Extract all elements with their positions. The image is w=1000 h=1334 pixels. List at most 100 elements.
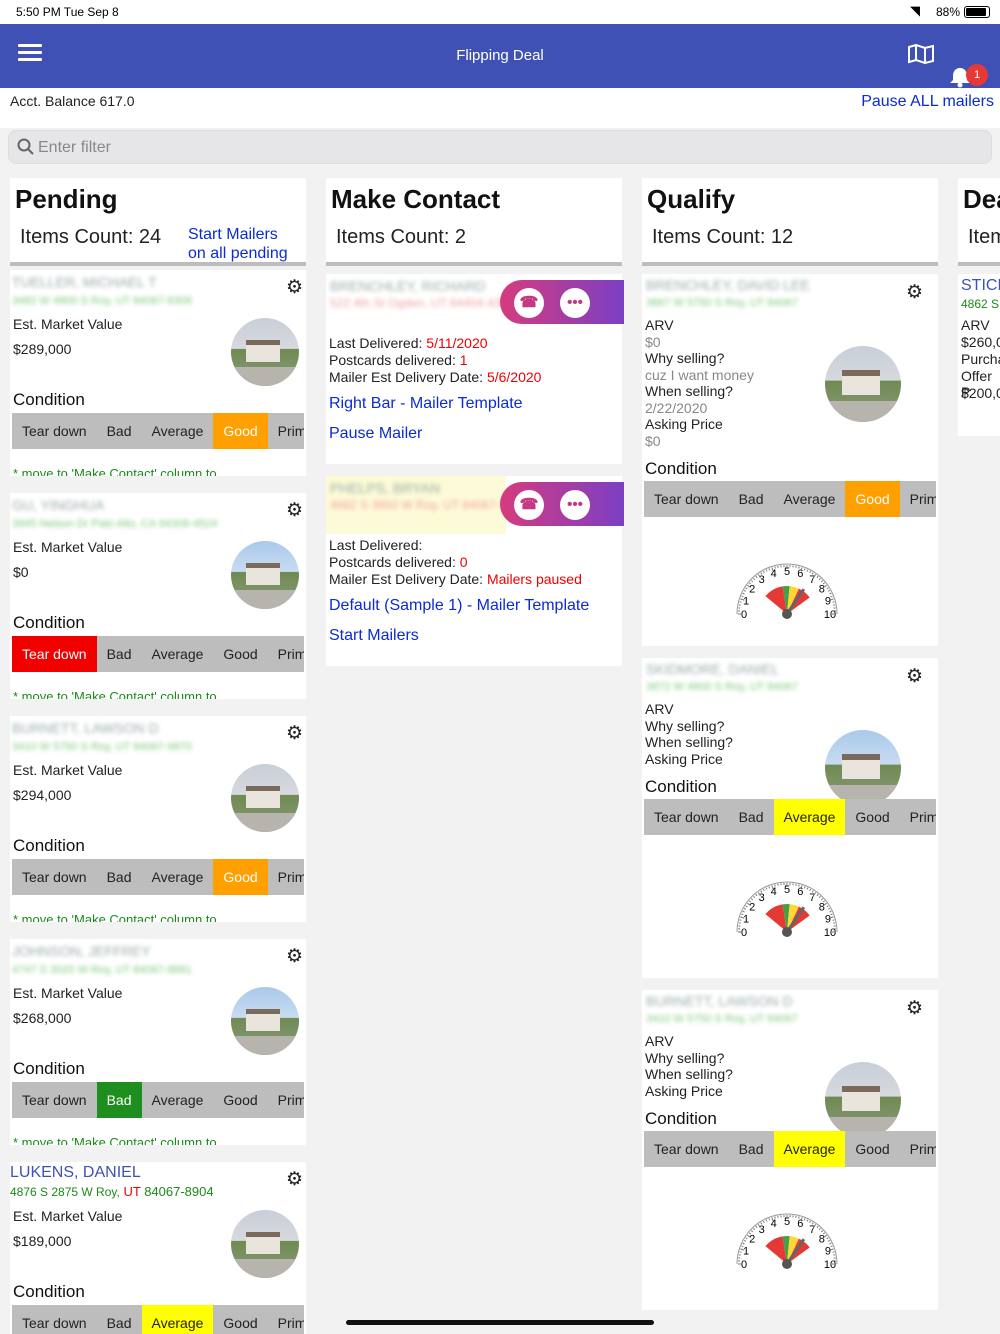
last-delivered-label: Last Delivered: <box>329 335 423 351</box>
start-mailers-link[interactable]: Start Mailers <box>329 627 419 644</box>
gauge-tick-mark <box>829 1242 832 1245</box>
mailer-template-link[interactable]: Right Bar - Mailer Template <box>329 395 523 412</box>
move-instruction-note: * move to 'Make Contact' column to <box>13 1135 217 1145</box>
start-mailers-all-link[interactable]: Start Mailers on all pending <box>188 225 288 263</box>
condition-option-good[interactable]: Good <box>845 481 900 517</box>
owner-name[interactable]: LUKENS, DANIEL <box>10 1164 141 1181</box>
condition-option-good[interactable]: Good <box>855 1141 890 1157</box>
asking-price-label: Asking Price <box>645 416 723 432</box>
gear-icon[interactable]: ⚙ <box>286 946 304 967</box>
when-selling-value: 2/22/2020 <box>645 399 708 416</box>
pending-card[interactable]: JOHNSON, JEFFREY 4747 S 3025 W Roy, UT 84… <box>10 939 306 1145</box>
condition-option-prim[interactable]: Prim <box>277 423 304 439</box>
condition-option-average[interactable]: Average <box>151 869 204 885</box>
condition-option-average[interactable]: Average <box>151 423 204 439</box>
gear-icon[interactable]: ⚙ <box>286 500 304 521</box>
condition-option-average[interactable]: Average <box>141 1305 214 1334</box>
condition-option-bad[interactable]: Bad <box>96 1082 142 1118</box>
gear-icon[interactable]: ⚙ <box>906 998 924 1019</box>
items-count: Items Count: 2 <box>336 226 467 248</box>
gauge-tick-label: 9 <box>825 1246 831 1258</box>
owner-name: BRENCHLEY, RICHARD <box>330 278 486 294</box>
condition-option-prim[interactable]: Prim <box>909 1141 936 1157</box>
condition-option-bad[interactable]: Bad <box>106 646 132 662</box>
condition-option-good[interactable]: Good <box>855 809 890 825</box>
bell-icon[interactable] <box>948 66 972 93</box>
more-icon[interactable]: ••• <box>560 490 590 520</box>
map-icon[interactable] <box>908 43 934 65</box>
condition-option-prim[interactable]: Prim <box>277 1315 304 1331</box>
condition-option-average[interactable]: Average <box>151 1092 204 1108</box>
gauge-tick-mark <box>827 1239 831 1242</box>
hamburger-menu-icon[interactable] <box>18 44 42 62</box>
mailer-template-link[interactable]: Default (Sample 1) - Mailer Template <box>329 597 590 614</box>
pending-card[interactable]: GU, YINGHUA 3945 Nelson Dr Palo Alto, CA … <box>10 493 306 699</box>
gauge-tick-mark <box>745 905 748 908</box>
more-icon[interactable]: ••• <box>560 288 590 318</box>
phone-icon[interactable]: ☎ <box>514 490 544 520</box>
condition-option-prim[interactable]: Prim <box>277 869 304 885</box>
pause-mailer-link[interactable]: Pause Mailer <box>329 425 423 442</box>
gauge-tick-mark <box>741 595 744 598</box>
condition-option-bad[interactable]: Bad <box>738 491 764 507</box>
qualify-card[interactable]: BRENCHLEY, DAVID LEE 3867 W 5750 S Roy, U… <box>642 274 938 646</box>
condition-option-bad[interactable]: Bad <box>106 423 132 439</box>
condition-option-good[interactable]: Good <box>223 1092 258 1108</box>
condition-option-bad[interactable]: Bad <box>738 809 764 825</box>
est-delivery-label: Mailer Est Delivery Date: <box>329 369 484 385</box>
gear-icon[interactable]: ⚙ <box>286 723 304 744</box>
condition-option-good[interactable]: Good <box>213 859 268 895</box>
gear-icon[interactable]: ⚙ <box>286 1169 304 1190</box>
contact-card[interactable]: BRENCHLEY, RICHARD 522 4th St Ogden, UT … <box>326 274 624 464</box>
property-photo <box>825 730 901 806</box>
gauge-tick-mark <box>762 888 765 892</box>
gear-icon[interactable]: ⚙ <box>906 666 924 687</box>
condition-option-tear-down[interactable]: Tear down <box>22 423 87 439</box>
condition-selector: Tear down Bad Average Good Prim <box>12 636 304 672</box>
phone-icon[interactable]: ☎ <box>514 288 544 318</box>
pending-card[interactable]: BURNETT, LAWSON D 3410 W 5750 S Roy, UT 8… <box>10 716 306 922</box>
condition-option-prim[interactable]: Prim <box>909 809 936 825</box>
gauge-band-red-low <box>765 1236 787 1264</box>
condition-option-prim[interactable]: Prim <box>277 646 304 662</box>
notification-badge[interactable]: 1 <box>966 64 988 86</box>
condition-option-tear-down[interactable]: Tear down <box>22 1315 87 1331</box>
condition-option-average[interactable]: Average <box>773 1131 846 1167</box>
pending-card[interactable]: TUELLER, MICHAEL T 3482 W 4800 S Roy, UT … <box>10 270 306 476</box>
pending-card[interactable]: LUKENS, DANIEL 4876 S 2875 W Roy, UT 8406… <box>10 1162 306 1334</box>
condition-option-good[interactable]: Good <box>223 1315 258 1331</box>
condition-option-prim[interactable]: Prim <box>909 491 936 507</box>
condition-option-tear-down[interactable]: Tear down <box>654 1141 719 1157</box>
filter-search-field[interactable]: Enter filter <box>8 130 992 164</box>
gauge-tick-mark <box>822 582 826 585</box>
qualify-card[interactable]: BURNETT, LAWSON D 3410 W 5750 S Roy, UT 8… <box>642 990 938 1310</box>
house-shape <box>841 370 880 395</box>
condition-option-average[interactable]: Average <box>783 491 836 507</box>
gear-icon[interactable]: ⚙ <box>906 282 924 303</box>
condition-option-tear-down[interactable]: Tear down <box>22 1092 87 1108</box>
condition-option-prim[interactable]: Prim <box>277 1092 304 1108</box>
condition-option-good[interactable]: Good <box>213 413 268 449</box>
deal-card[interactable]: STICK 4862 S ARV $260,0 Purcha Offer P $… <box>958 274 1000 436</box>
condition-option-average[interactable]: Average <box>773 799 846 835</box>
condition-option-tear-down[interactable]: Tear down <box>654 491 719 507</box>
qualify-card[interactable]: SKIDMORE, DANIEL 3872 W 4800 S Roy, UT 84… <box>642 658 938 978</box>
condition-option-tear-down[interactable]: Tear down <box>22 869 87 885</box>
driveway-shape <box>231 1258 299 1278</box>
asking-price-label: Asking Price <box>645 750 723 767</box>
condition-option-bad[interactable]: Bad <box>738 1141 764 1157</box>
owner-address: 4747 S 3025 W Roy, UT 84067-8881 <box>12 964 192 976</box>
condition-option-tear-down[interactable]: Tear down <box>12 636 97 672</box>
condition-option-average[interactable]: Average <box>151 646 204 662</box>
condition-option-good[interactable]: Good <box>223 646 258 662</box>
driveway-shape <box>231 1035 299 1055</box>
condition-option-tear-down[interactable]: Tear down <box>654 809 719 825</box>
gauge-tick-label: 5 <box>784 884 790 896</box>
condition-option-bad[interactable]: Bad <box>106 1315 132 1331</box>
gauge-tick-mark <box>830 913 833 916</box>
pause-all-mailers-link[interactable]: Pause ALL mailers <box>861 93 994 110</box>
contact-card[interactable]: PHELPS, BRYAN 4682 S 3850 W Roy, UT 8406… <box>326 476 624 666</box>
gear-icon[interactable]: ⚙ <box>286 277 304 298</box>
condition-option-bad[interactable]: Bad <box>106 869 132 885</box>
